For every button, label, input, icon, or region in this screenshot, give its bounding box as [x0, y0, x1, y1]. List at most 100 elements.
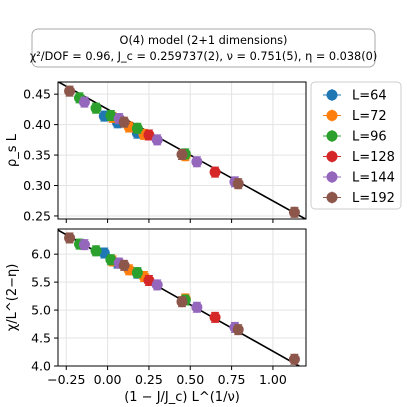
bottom-panel: 4.0 4.5 5.0 5.5 6.0 −0.25 0.00 0.25 0.50 0.75 1.0… [5, 228, 307, 387]
data-point-L144-17 [191, 301, 203, 313]
data-marker [90, 245, 102, 257]
legend-marker [326, 110, 338, 121]
x-tick-label: −0.25 [47, 372, 85, 387]
top-panel: 0.25 0.30 0.35 0.40 0.45 ρ_s L [5, 81, 307, 223]
legend: L=64 L=72 L=96 L=128 L=144 L=192 [310, 81, 402, 210]
top-panel-grid [58, 82, 306, 219]
y-tick-label: 5.0 [31, 303, 51, 318]
bottom-panel-frame [57, 228, 307, 367]
data-point-L128-12 [143, 274, 155, 286]
data-point-L192-20 [118, 116, 130, 128]
data-point-L144-14 [78, 239, 90, 251]
x-tick-label: 0.25 [135, 372, 163, 387]
data-marker [105, 254, 117, 266]
data-point-L192-19 [64, 232, 76, 244]
data-marker [105, 109, 117, 121]
x-tick-label: 0.75 [218, 372, 246, 387]
data-point-L144-14 [78, 96, 90, 108]
data-point-L192-22 [232, 324, 244, 336]
data-marker [232, 324, 244, 336]
bottom-panel-points [64, 232, 300, 365]
data-point-L192-21 [176, 148, 188, 160]
data-marker [151, 134, 163, 146]
data-marker [209, 311, 221, 323]
legend-marker [326, 192, 338, 203]
data-marker [118, 116, 130, 128]
data-marker [288, 206, 300, 218]
x-tick-label: 1.00 [259, 372, 287, 387]
data-marker [131, 122, 143, 134]
title-box: O(4) model (2+1 dimensions) χ²/DOF = 0.9… [30, 28, 377, 68]
data-marker [131, 267, 143, 279]
data-marker [64, 232, 76, 244]
legend-label: L=64 [352, 89, 387, 104]
data-point-L192-23 [288, 353, 300, 365]
data-point-L96-9 [105, 109, 117, 121]
legend-entry-L192: L=192 [323, 191, 395, 206]
top-panel-y-ticks: 0.25 0.30 0.35 0.40 0.45 [23, 87, 58, 223]
data-marker [176, 148, 188, 160]
bottom-panel-y-label: χ/L^(2−η) [5, 264, 20, 332]
legend-entry-L64: L=64 [323, 89, 387, 104]
data-marker [118, 259, 130, 271]
y-tick-label: 5.5 [31, 275, 51, 290]
legend-marker [326, 151, 338, 162]
x-axis-label: (1 − J/J_c) L^(1/ν) [124, 390, 240, 405]
data-point-L128-12 [143, 129, 155, 141]
data-marker [78, 96, 90, 108]
data-point-L192-21 [176, 296, 188, 308]
data-point-L128-13 [209, 311, 221, 323]
y-tick-label: 4.0 [31, 359, 51, 374]
data-point-L128-13 [209, 166, 221, 178]
legend-entry-L144: L=144 [323, 171, 395, 186]
y-tick-label: 6.0 [31, 247, 51, 262]
top-panel-points [64, 85, 300, 218]
data-marker [232, 178, 244, 190]
data-point-L192-20 [118, 259, 130, 271]
data-marker [191, 156, 203, 168]
data-point-L96-10 [131, 122, 143, 134]
data-marker [143, 274, 155, 286]
y-tick-label: 0.30 [23, 178, 51, 193]
top-panel-x-ticks [65, 219, 274, 223]
data-point-L96-8 [90, 245, 102, 257]
data-marker [98, 247, 110, 259]
y-tick-label: 4.5 [31, 331, 51, 346]
legend-marker [326, 89, 338, 101]
data-point-L192-22 [232, 178, 244, 190]
legend-label: L=144 [352, 171, 395, 186]
bottom-panel-y-ticks: 4.0 4.5 5.0 5.5 6.0 [31, 247, 58, 374]
legend-entry-L96: L=96 [323, 130, 387, 145]
data-point-L144-16 [151, 134, 163, 146]
data-point-L96-8 [90, 102, 102, 114]
chart-title: O(4) model (2+1 dimensions) [120, 34, 288, 47]
data-point-L144-17 [191, 156, 203, 168]
legend-entry-L72: L=72 [323, 109, 387, 124]
data-point-L144-16 [151, 279, 163, 291]
legend-marker [326, 171, 338, 183]
data-point-L96-10 [131, 267, 143, 279]
data-point-L96-9 [105, 254, 117, 266]
top-panel-frame [57, 81, 307, 220]
y-tick-label: 0.40 [23, 117, 51, 132]
title-box-frame [31, 28, 376, 68]
legend-label: L=128 [352, 150, 395, 165]
x-tick-label: 0.00 [94, 372, 122, 387]
data-marker [209, 166, 221, 178]
x-tick-label: 0.50 [176, 372, 204, 387]
legend-marker [326, 130, 338, 142]
data-marker [90, 102, 102, 114]
y-tick-label: 0.25 [23, 208, 51, 223]
y-tick-label: 0.45 [23, 87, 51, 102]
data-marker [78, 239, 90, 251]
legend-label: L=72 [352, 109, 387, 124]
legend-entry-L128: L=128 [323, 150, 395, 165]
data-marker [191, 301, 203, 313]
data-point-L192-19 [64, 85, 76, 97]
data-marker [288, 353, 300, 365]
bottom-panel-x-ticks: −0.25 0.00 0.25 0.50 0.75 1.00 [47, 366, 287, 387]
y-tick-label: 0.35 [23, 148, 51, 163]
data-marker [64, 85, 76, 97]
legend-label: L=192 [352, 191, 395, 206]
